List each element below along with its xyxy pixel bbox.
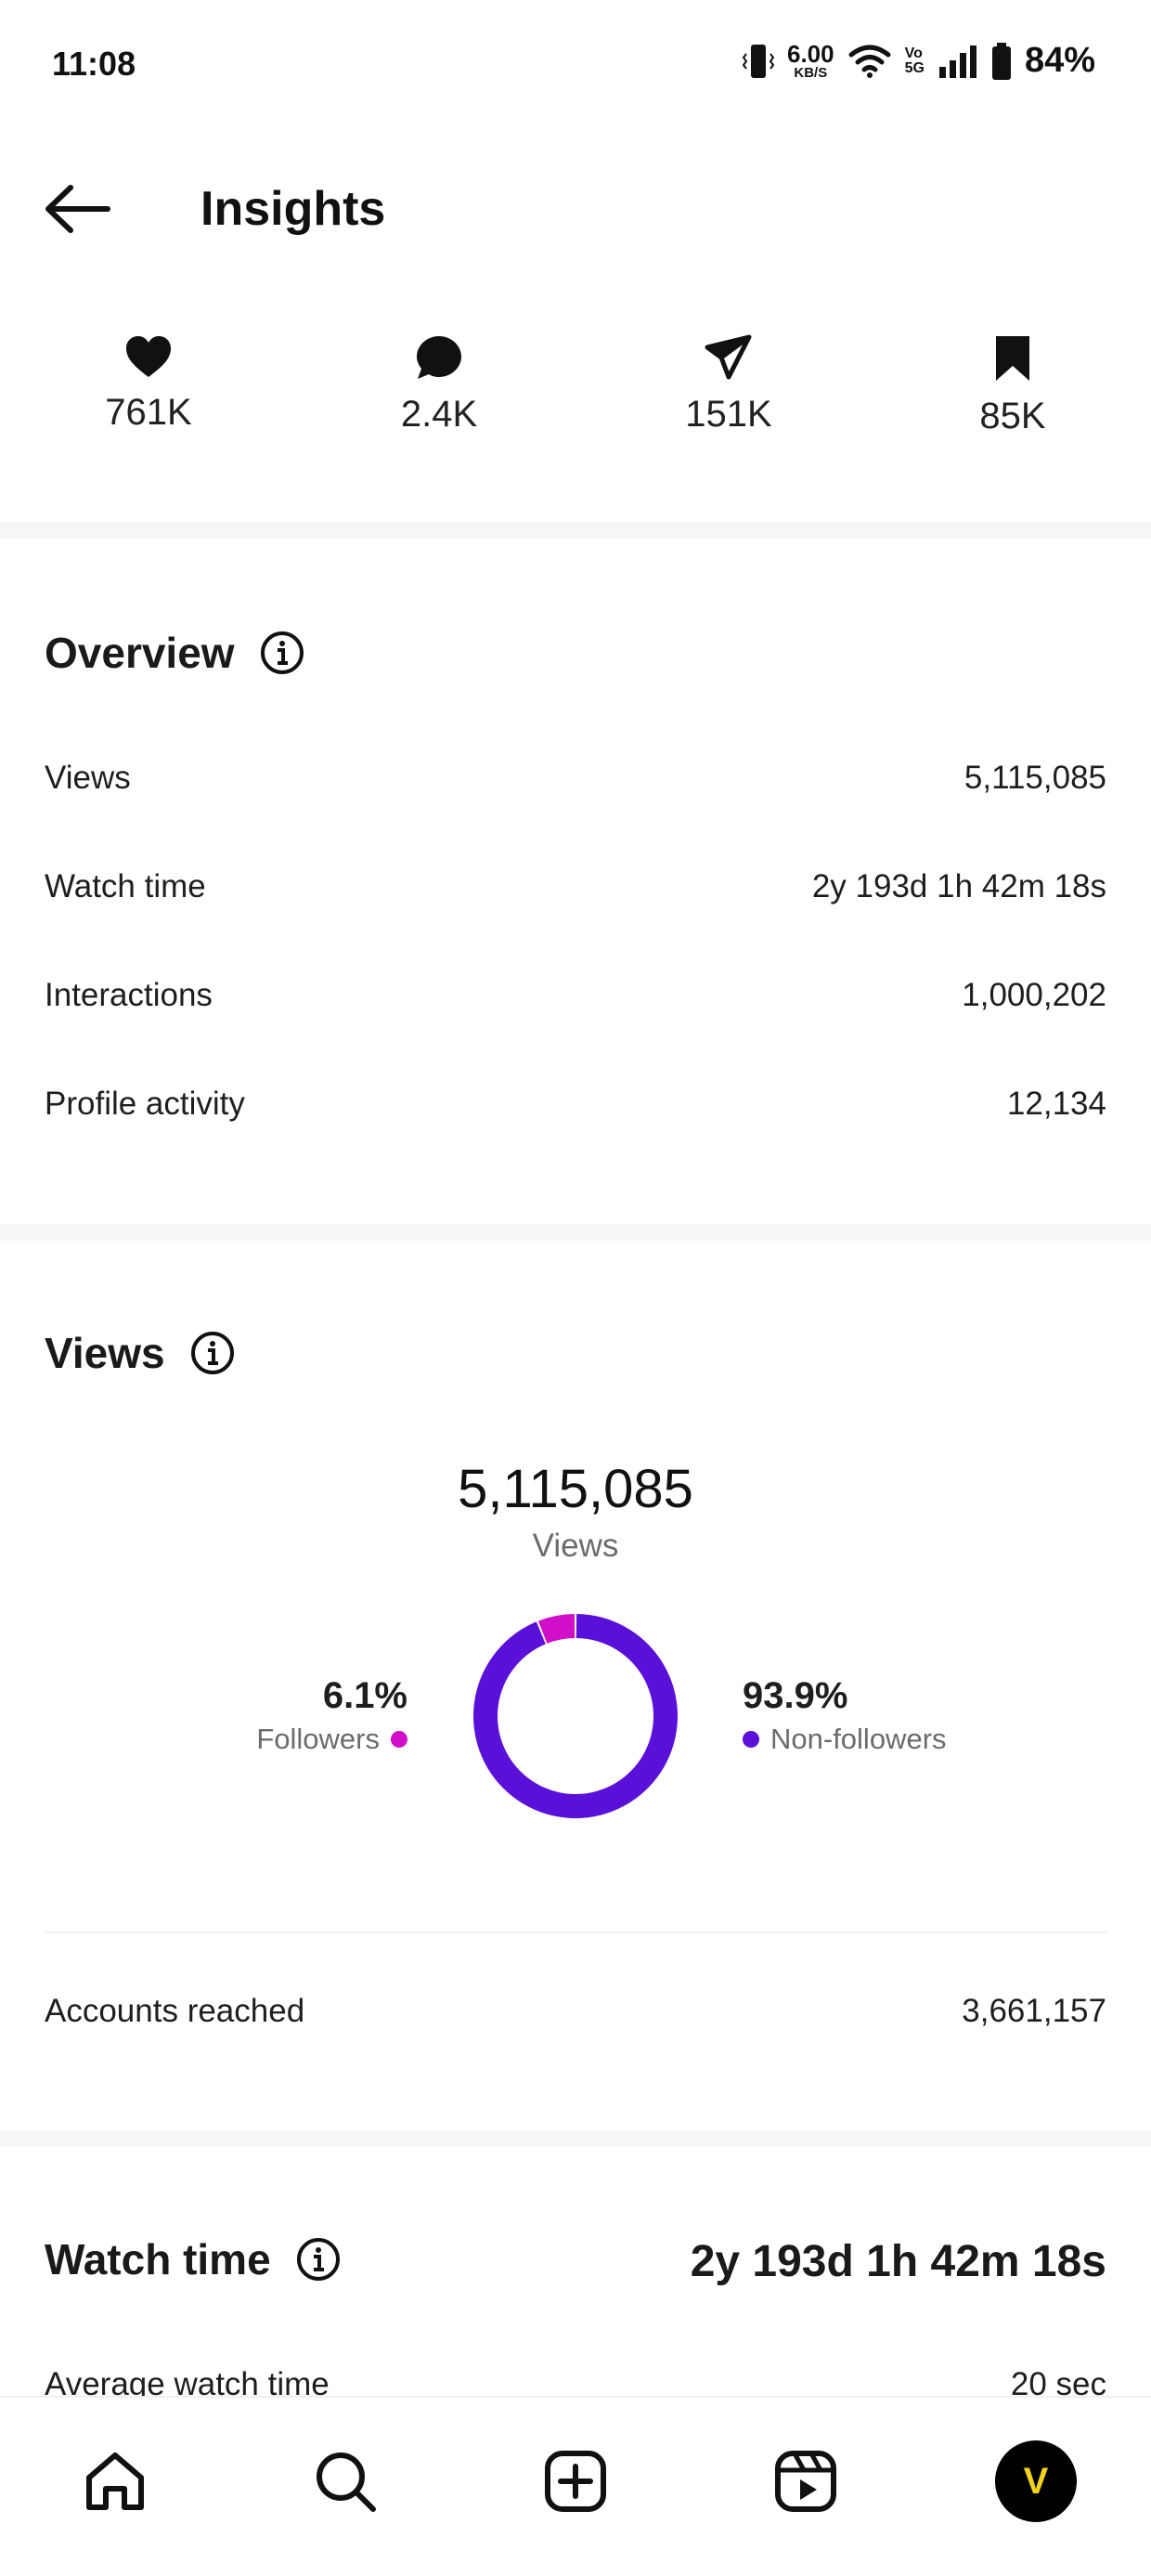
overview-row-profile-activity: Profile activity 12,134: [45, 1086, 1106, 1123]
nav-create[interactable]: [538, 2444, 613, 2518]
network-speed: 6.00 KB/S: [787, 42, 834, 80]
accounts-reached-row: Accounts reached 3,661,157: [45, 1993, 1106, 2030]
donut-slice-nonfollowers: [473, 1614, 678, 1818]
network-speed-unit: KB/S: [794, 65, 828, 81]
watch-time-value: 2y 193d 1h 42m 18s: [690, 2237, 1106, 2286]
vibrate-icon: [742, 44, 774, 78]
nav-home[interactable]: [78, 2444, 152, 2518]
search-icon: [317, 2452, 376, 2512]
nav-reels[interactable]: [769, 2444, 843, 2518]
overview-row-watch-time: Watch time 2y 193d 1h 42m 18s: [45, 868, 1106, 905]
shares-count: 151K: [685, 394, 772, 435]
comments-count: 2.4K: [400, 394, 478, 435]
row-value: 2y 193d 1h 42m 18s: [811, 868, 1106, 904]
views-donut-chart: [473, 1614, 678, 1818]
watch-time-title: Watch time: [45, 2234, 342, 2284]
share-icon: [705, 334, 752, 380]
battery-percent: 84%: [1024, 41, 1095, 80]
saves-stat: 85K: [911, 334, 1115, 437]
row-label: Watch time: [45, 868, 206, 904]
info-icon[interactable]: [189, 1330, 236, 1376]
row-value: 5,115,085: [963, 760, 1106, 796]
nonfollowers-label: Non-followers: [770, 1723, 947, 1755]
section-divider: [0, 1224, 1151, 1241]
section-divider: [0, 522, 1151, 539]
followers-dot: [391, 1731, 407, 1748]
views-total: 5,115,085: [458, 1459, 693, 1519]
followers-label: Followers: [256, 1723, 380, 1755]
row-separator: [45, 1932, 1106, 1933]
battery-icon: [991, 42, 1011, 80]
network-speed-value: 6.00: [786, 40, 834, 68]
home-icon: [86, 2452, 144, 2510]
profile-avatar: V: [995, 2440, 1077, 2522]
volte-indicator: Vo 5G: [905, 46, 925, 76]
views-title-text: Views: [45, 1329, 165, 1377]
saves-count: 85K: [979, 396, 1046, 436]
nav-search[interactable]: [308, 2444, 382, 2518]
comment-icon: [417, 336, 461, 379]
followers-percent: 6.1%: [322, 1675, 407, 1716]
row-label: Interactions: [45, 977, 213, 1013]
nonfollowers-percent: 93.9%: [743, 1675, 848, 1716]
overview-row-views: Views 5,115,085: [45, 760, 1106, 797]
bookmark-icon: [996, 336, 1029, 381]
likes-count: 761K: [105, 392, 192, 433]
accounts-reached-value: 3,661,157: [962, 1993, 1106, 2029]
donut-slice-followers: [537, 1614, 576, 1644]
overview-title-text: Overview: [45, 629, 235, 677]
wifi-icon: [848, 45, 891, 78]
avatar-letter: V: [1023, 2460, 1049, 2502]
bottom-nav: V: [0, 2396, 1151, 2576]
overview-row-interactions: Interactions 1,000,202: [45, 977, 1106, 1014]
back-arrow-icon[interactable]: [43, 176, 113, 241]
views-title: Views: [45, 1328, 236, 1378]
create-icon: [545, 2451, 606, 2512]
status-icons: 6.00 KB/S Vo 5G 84%: [742, 41, 1095, 81]
signal-icon: [938, 45, 976, 78]
watch-time-title-text: Watch time: [45, 2235, 271, 2283]
overview-title: Overview: [45, 628, 305, 678]
nonfollowers-legend: 93.9% Non-followers: [743, 1675, 947, 1756]
volte-bottom: 5G: [904, 59, 925, 76]
row-label: Views: [45, 760, 131, 796]
nav-profile[interactable]: V: [993, 2439, 1079, 2524]
page-title: Insights: [200, 182, 386, 236]
section-divider: [0, 2130, 1151, 2147]
status-time: 11:08: [52, 45, 136, 83]
volte-top: Vo: [904, 45, 923, 61]
views-total-label: Views: [532, 1528, 619, 1564]
row-value: 12,134: [1006, 1086, 1106, 1122]
reels-icon: [775, 2451, 836, 2512]
row-label: Profile activity: [45, 1086, 245, 1122]
likes-stat: 761K: [46, 334, 251, 434]
info-icon[interactable]: [259, 630, 305, 676]
heart-icon: [126, 336, 171, 377]
info-icon[interactable]: [295, 2236, 342, 2283]
row-value: 1,000,202: [962, 977, 1106, 1013]
accounts-reached-label: Accounts reached: [45, 1993, 305, 2029]
nonfollowers-dot: [743, 1731, 759, 1748]
shares-stat: 151K: [627, 334, 831, 436]
followers-legend: 6.1% Followers: [256, 1675, 407, 1756]
comments-stat: 2.4K: [337, 334, 541, 436]
